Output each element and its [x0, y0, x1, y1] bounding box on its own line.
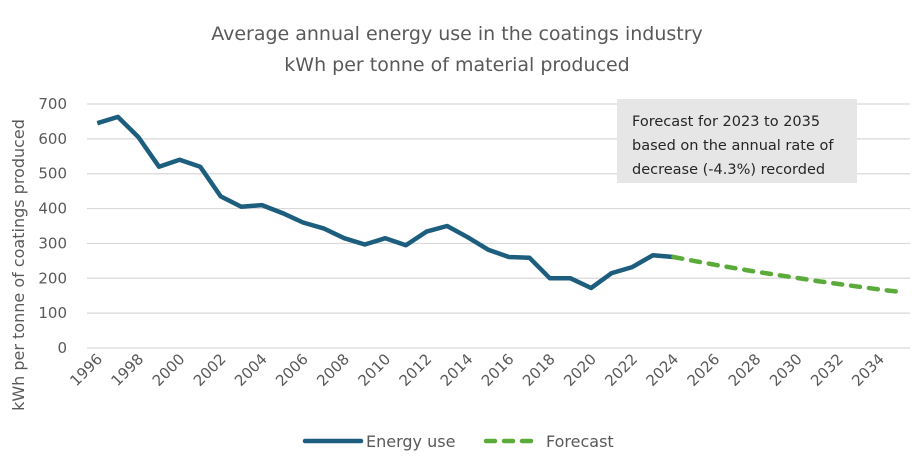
- x-axis-ticks: 1996 1998 2000 2002 2004 2006 2008 2010 2012 2014…: [66, 350, 888, 390]
- x-tick-label: 2018: [519, 350, 559, 390]
- y-tick-label: 200: [38, 269, 67, 287]
- series-line-forecast: [671, 254, 902, 295]
- x-tick-label: 2022: [601, 350, 641, 390]
- series-line-energy-use: [96, 114, 674, 291]
- x-tick-label: 2012: [396, 350, 436, 390]
- x-tick-label: 2020: [560, 350, 600, 390]
- x-tick-label: 2004: [231, 350, 271, 390]
- y-axis-label: kWh per tonne of coatings produced: [9, 119, 28, 411]
- y-tick-label: 0: [57, 339, 67, 357]
- x-tick-label: 2030: [766, 350, 806, 390]
- gridlines: [87, 103, 910, 349]
- x-tick-label: 2034: [848, 350, 888, 390]
- x-tick-label: 2032: [807, 350, 847, 390]
- annotation-line-1: Forecast for 2023 to 2035: [632, 114, 820, 130]
- legend: Energy use Forecast: [302, 432, 614, 451]
- y-tick-label: 300: [38, 234, 67, 252]
- x-tick-label: 2010: [354, 350, 394, 390]
- annotation-line-2: based on the annual rate of: [632, 138, 834, 154]
- x-tick-label: 2016: [478, 350, 518, 390]
- x-tick-label: 2006: [272, 350, 312, 390]
- chart-title: Average annual energy use in the coating…: [211, 23, 703, 45]
- x-tick-label: 2014: [437, 350, 477, 390]
- x-tick-label: 2028: [725, 350, 765, 390]
- x-tick-label: 2002: [190, 350, 230, 390]
- annotation-box: Forecast for 2023 to 2035 based on the a…: [617, 99, 857, 183]
- y-tick-label: 400: [38, 200, 67, 218]
- y-tick-label: 600: [38, 130, 67, 148]
- x-tick-label: 2024: [642, 350, 682, 390]
- series-group: [96, 114, 902, 295]
- legend-label-forecast: Forecast: [546, 432, 614, 451]
- x-tick-label: 1996: [66, 350, 106, 390]
- x-tick-label: 2008: [313, 350, 353, 390]
- x-tick-label: 1998: [108, 350, 148, 390]
- chart-subtitle: kWh per tonne of material produced: [284, 54, 629, 76]
- legend-label-energy-use: Energy use: [366, 432, 455, 451]
- y-tick-label: 700: [38, 95, 67, 113]
- annotation-line-3: decrease (-4.3%) recorded: [632, 162, 825, 178]
- x-tick-label: 2000: [149, 350, 189, 390]
- y-tick-label: 100: [38, 304, 67, 322]
- annotation-background: [617, 99, 857, 183]
- x-tick-label: 2026: [684, 350, 724, 390]
- y-tick-label: 500: [38, 165, 67, 183]
- y-axis-ticks: 0 100 200 300 400 500 600 700: [38, 95, 67, 357]
